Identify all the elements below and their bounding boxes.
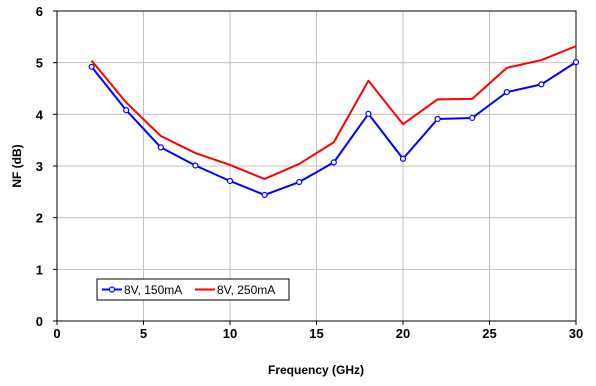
series-line-8v-250ma	[90, 45, 577, 180]
x-tick-label: 0	[53, 326, 60, 341]
data-point-8v-150ma	[503, 89, 510, 96]
data-point-8v-150ma	[88, 63, 95, 70]
x-tick-label: 10	[223, 326, 237, 341]
axis-ticks: 0 5 10 15 20 25 30 0 1 2 3 4 5 6	[36, 4, 583, 341]
data-point-8v-150ma	[330, 159, 337, 166]
data-point-8v-150ma	[538, 81, 545, 88]
data-point-8v-150ma	[469, 114, 476, 122]
x-tick-label: 30	[569, 326, 583, 341]
legend-label-8v-150ma: 8V, 150mA	[124, 283, 182, 297]
data-point-8v-150ma	[192, 162, 199, 169]
data-point-8v-150ma	[572, 59, 580, 66]
series-line-8v-150ma	[90, 61, 577, 196]
x-axis-title: Frequency (GHz)	[268, 363, 364, 377]
data-point-8v-150ma	[157, 144, 164, 151]
y-tick-label: 1	[36, 262, 43, 277]
y-axis-title: NF (dB)	[10, 144, 24, 187]
data-point-8v-150ma	[365, 110, 372, 117]
data-point-8v-150ma	[434, 115, 441, 123]
grid	[57, 11, 576, 321]
data-point-8v-150ma	[296, 178, 303, 186]
y-tick-label: 0	[36, 314, 43, 329]
data-point-8v-150ma	[123, 107, 130, 114]
legend: 8V, 150mA 8V, 250mA	[96, 278, 290, 301]
data-point-8v-150ma	[399, 155, 407, 162]
y-tick-label: 6	[36, 4, 43, 19]
x-tick-label: 25	[482, 326, 496, 341]
y-tick-label: 2	[36, 211, 43, 226]
series-layer	[88, 45, 580, 199]
data-point-8v-150ma	[261, 191, 268, 199]
x-tick-label: 20	[396, 326, 410, 341]
legend-box	[96, 278, 290, 301]
y-tick-label: 4	[36, 107, 44, 122]
data-point-8v-150ma	[226, 177, 234, 185]
x-tick-label: 15	[309, 326, 323, 341]
y-tick-label: 3	[36, 159, 43, 174]
legend-label-8v-250ma: 8V, 250mA	[217, 283, 275, 297]
x-tick-label: 5	[140, 326, 147, 341]
legend-marker-8v-150ma	[108, 286, 116, 293]
y-tick-label: 5	[36, 56, 43, 71]
